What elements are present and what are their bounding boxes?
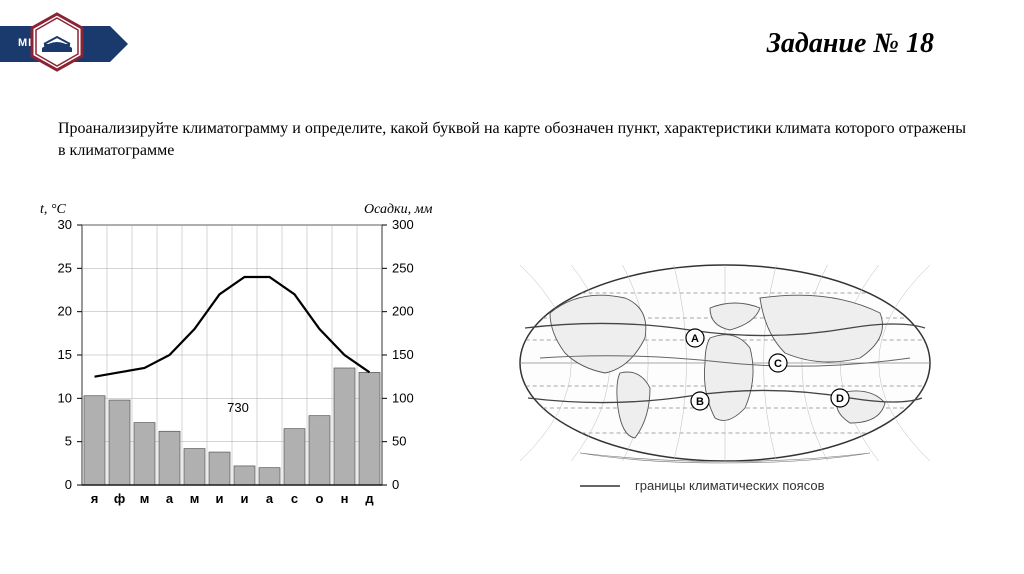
svg-text:25: 25	[58, 260, 72, 275]
svg-text:10: 10	[58, 390, 72, 405]
svg-text:50: 50	[392, 434, 406, 449]
svg-text:30: 30	[58, 217, 72, 232]
svg-text:B: B	[696, 396, 704, 408]
svg-text:с: с	[291, 491, 298, 506]
logo-ribbon: МГОУ	[0, 10, 120, 82]
svg-text:границы климатических поясов: границы климатических поясов	[635, 478, 825, 493]
svg-text:100: 100	[392, 390, 414, 405]
task-title: Задание № 18	[767, 28, 934, 60]
logo-hexagon	[30, 12, 84, 72]
svg-text:и: и	[216, 491, 224, 506]
svg-text:и: и	[241, 491, 249, 506]
svg-text:C: C	[774, 358, 782, 370]
svg-text:20: 20	[58, 304, 72, 319]
svg-text:200: 200	[392, 304, 414, 319]
svg-text:0: 0	[65, 477, 72, 492]
svg-text:730: 730	[227, 400, 249, 415]
svg-text:м: м	[140, 491, 150, 506]
svg-text:A: A	[691, 333, 699, 345]
svg-text:250: 250	[392, 260, 414, 275]
svg-text:5: 5	[65, 434, 72, 449]
svg-text:о: о	[316, 491, 324, 506]
svg-text:300: 300	[392, 217, 414, 232]
question-text: Проанализируйте климатограмму и определи…	[58, 118, 966, 161]
svg-text:t, °C: t, °C	[40, 202, 66, 217]
climatogram-chart: t, °CОсадки, мм0510152025300501001502002…	[22, 195, 452, 535]
svg-text:15: 15	[58, 347, 72, 362]
svg-text:а: а	[166, 491, 174, 506]
svg-text:D: D	[836, 393, 844, 405]
svg-text:д: д	[365, 491, 374, 506]
svg-text:а: а	[266, 491, 274, 506]
svg-text:н: н	[341, 491, 349, 506]
svg-text:я: я	[91, 491, 99, 506]
svg-text:м: м	[190, 491, 200, 506]
svg-text:150: 150	[392, 347, 414, 362]
svg-text:Осадки, мм: Осадки, мм	[364, 202, 433, 217]
world-map: A B C Dграницы климатических поясов	[510, 258, 940, 508]
svg-text:ф: ф	[114, 491, 125, 506]
svg-text:0: 0	[392, 477, 399, 492]
